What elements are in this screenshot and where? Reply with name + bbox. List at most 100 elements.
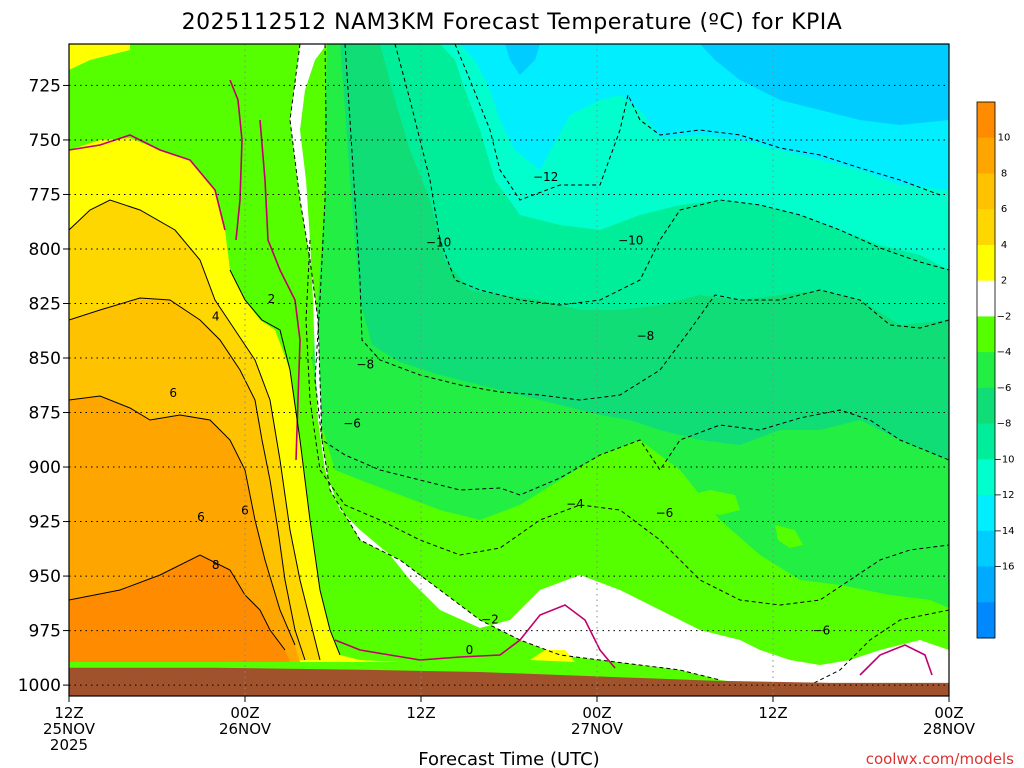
y-tick-label: 875 [29, 404, 61, 424]
x-tick-label: 12Z [406, 704, 435, 722]
colorbar-segment [977, 352, 995, 389]
x-tick-label: 2025 [50, 736, 88, 754]
region-pocket-4 [690, 490, 803, 548]
colorbar-label: −16 [993, 562, 1014, 573]
colorbar-segment [977, 209, 995, 246]
x-tick-label: 12Z [54, 704, 83, 722]
y-tick-label: 725 [29, 76, 61, 96]
colorbar-label: −4 [997, 347, 1012, 358]
colorbar-segment [977, 137, 995, 174]
contour-label: 8 [212, 558, 220, 572]
contour-label: −2 [481, 613, 499, 627]
colorbar-label: −12 [993, 490, 1014, 501]
contour-label: −6 [656, 506, 674, 520]
colorbar-segment [977, 495, 995, 532]
contour-label: −4 [566, 497, 584, 511]
contour-minus-6 [314, 44, 949, 496]
region-plus-10 [69, 555, 290, 662]
contour-label: 4 [212, 310, 220, 324]
y-tick-label: 825 [29, 294, 61, 314]
y-tick-label: 975 [29, 622, 61, 642]
colorbar-segment [977, 602, 995, 639]
contour-label: 0 [466, 643, 474, 657]
contour-label: 6 [169, 386, 177, 400]
colorbar-segment [977, 423, 995, 460]
y-tick-label: 900 [29, 458, 61, 478]
y-tick-label: 750 [29, 131, 61, 151]
contour-label: −10 [618, 233, 643, 247]
contour-label: −12 [533, 170, 558, 184]
y-tick-label: 1000 [18, 676, 61, 696]
colorbar-label: 10 [998, 133, 1011, 144]
chart-title: 2025112512 NAM3KM Forecast Temperature (… [182, 10, 843, 35]
contour-labels: −12 −10 −10 2 4 −8 −8 6 −6 −4 −6 6 6 8 −2 −6 0 [169, 170, 830, 657]
contour-minus-2b [759, 609, 949, 691]
colorbar-frame [976, 101, 996, 639]
x-tick-label: 25NOV [43, 720, 96, 738]
contour-label: 6 [197, 510, 205, 524]
x-tick-label: 26NOV [219, 720, 272, 738]
x-tick-label: 00Z [230, 704, 259, 722]
region-minus-16b [505, 44, 540, 75]
x-tick-label: 00Z [582, 704, 611, 722]
x-gridlines [244, 44, 774, 696]
contour-minus-12 [454, 44, 941, 201]
colorbar-segment [977, 173, 995, 210]
contour-label: −8 [637, 329, 655, 343]
contour-lines [69, 44, 949, 691]
colorbar-label: −14 [993, 526, 1014, 537]
x-tick-label: 28NOV [923, 720, 976, 738]
contour-label: 2 [268, 292, 276, 306]
colorbar-segment [977, 387, 995, 425]
region-pocket-2 [530, 650, 575, 662]
contour-minus-10 [394, 44, 949, 306]
colorbar-segment [977, 566, 995, 603]
contour-minus-4 [305, 239, 949, 606]
x-tick-label: 12Z [758, 704, 787, 722]
contour-plus-8 [69, 395, 296, 646]
y-tick-label: 775 [29, 185, 61, 205]
y-tick-label: 800 [29, 240, 61, 260]
colorbar-label: 2 [1001, 276, 1007, 287]
contour-label: −8 [356, 358, 374, 372]
contour-plus-4 [69, 199, 321, 661]
contour-label: −6 [343, 416, 361, 430]
y-tick-label: 850 [29, 349, 61, 369]
contour-zero [69, 79, 933, 676]
y-gridlines [69, 84, 949, 686]
contour-plus-2 [229, 269, 341, 656]
y-tick-labels: 725 750 775 800 825 850 875 900 925 950 975 1000 [18, 76, 69, 696]
plot-frame [68, 43, 950, 697]
ground-terrain [69, 667, 949, 696]
colorbar-segment [977, 280, 995, 317]
temperature-field [69, 44, 949, 696]
colorbar-label: 4 [1001, 240, 1007, 251]
colorbar-segment [977, 530, 995, 568]
colorbar-label: −6 [997, 383, 1012, 394]
colorbar-segment [977, 102, 995, 139]
contour-plus-10 [69, 554, 286, 651]
contour-plus-6 [69, 297, 306, 661]
colorbar: 10 8 6 4 2 −2 −4 −6 −8 −10 −12 −14 −16 [976, 101, 1015, 639]
y-tick-label: 925 [29, 513, 61, 533]
colorbar-segment [977, 316, 995, 353]
colorbar-segment [977, 244, 995, 282]
contour-label: −10 [426, 235, 451, 249]
x-tick-label: 27NOV [571, 720, 624, 738]
contour-minus-2 [289, 44, 721, 681]
colorbar-label: 6 [1001, 204, 1007, 215]
x-axis-label: Forecast Time (UTC) [418, 749, 599, 768]
watermark: coolwx.com/models [866, 750, 1014, 768]
colorbar-label: 8 [1001, 168, 1007, 179]
region-minus-16 [700, 44, 949, 125]
colorbar-segment [977, 459, 995, 496]
x-tick-label: 00Z [934, 704, 963, 722]
colorbar-label: −2 [997, 311, 1012, 322]
colorbar-label: −8 [997, 419, 1012, 430]
contour-minus-8 [344, 44, 949, 401]
y-tick-label: 950 [29, 567, 61, 587]
contour-label: 6 [241, 504, 249, 518]
contour-label: −6 [813, 624, 831, 638]
